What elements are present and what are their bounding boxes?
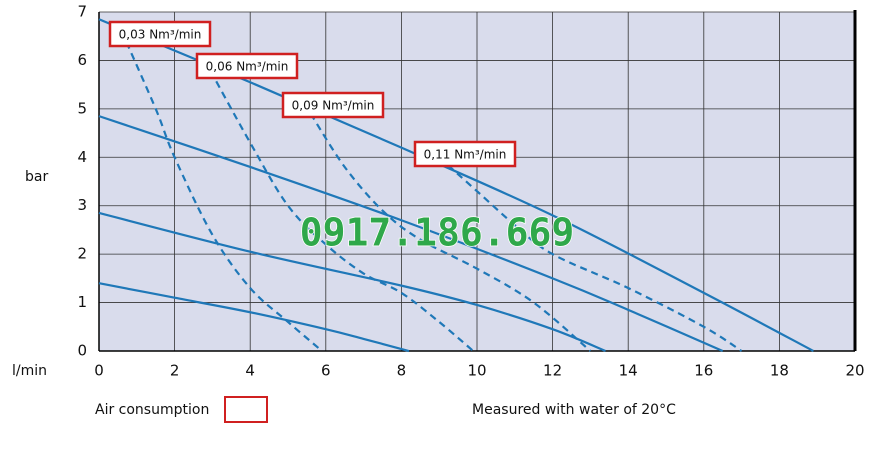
y-tick-label: 0	[77, 342, 87, 360]
y-tick-label: 6	[77, 51, 87, 69]
series-line	[120, 30, 323, 352]
legend-text: Air consumption	[95, 402, 209, 418]
x-tick-label: 14	[619, 362, 638, 380]
x-tick-label: 16	[694, 362, 713, 380]
series-line	[203, 59, 474, 352]
x-tick-label: 0	[94, 362, 104, 380]
series-label-box	[281, 91, 385, 119]
note: Measured with water of 20°C	[472, 402, 676, 418]
series-label-box	[108, 20, 212, 48]
x-axis-label: l/min	[12, 363, 47, 379]
series-line	[98, 282, 410, 353]
y-tick-label: 2	[77, 245, 87, 263]
y-tick-label: 4	[77, 148, 87, 166]
series-label-box	[195, 52, 299, 80]
series-line	[98, 115, 724, 353]
series-label: 0,09 Nm³/min	[292, 99, 375, 113]
series-label: 0,11 Nm³/min	[424, 148, 507, 162]
y-tick-label: 3	[77, 196, 87, 214]
x-tick-label: 2	[170, 362, 180, 380]
series-label: 0,06 Nm³/min	[206, 60, 289, 74]
x-tick-label: 6	[321, 362, 331, 380]
x-tick-label: 12	[543, 362, 562, 380]
x-tick-label: 18	[770, 362, 789, 380]
x-tick-label: 20	[845, 362, 864, 380]
y-tick-label: 1	[77, 293, 87, 311]
x-tick-label: 10	[467, 362, 486, 380]
watermark: 0917.186.669	[300, 211, 575, 255]
series-line	[309, 113, 592, 352]
legend-box	[224, 396, 268, 423]
series-line	[98, 211, 606, 353]
series-label: 0,03 Nm³/min	[119, 28, 202, 42]
series-line	[438, 156, 743, 352]
x-tick-label: 4	[245, 362, 255, 380]
series-label-box	[413, 140, 517, 168]
y-axis-label: bar	[25, 169, 48, 185]
y-tick-label: 5	[77, 99, 87, 117]
y-tick-label: 7	[77, 3, 87, 21]
x-tick-label: 8	[397, 362, 407, 380]
